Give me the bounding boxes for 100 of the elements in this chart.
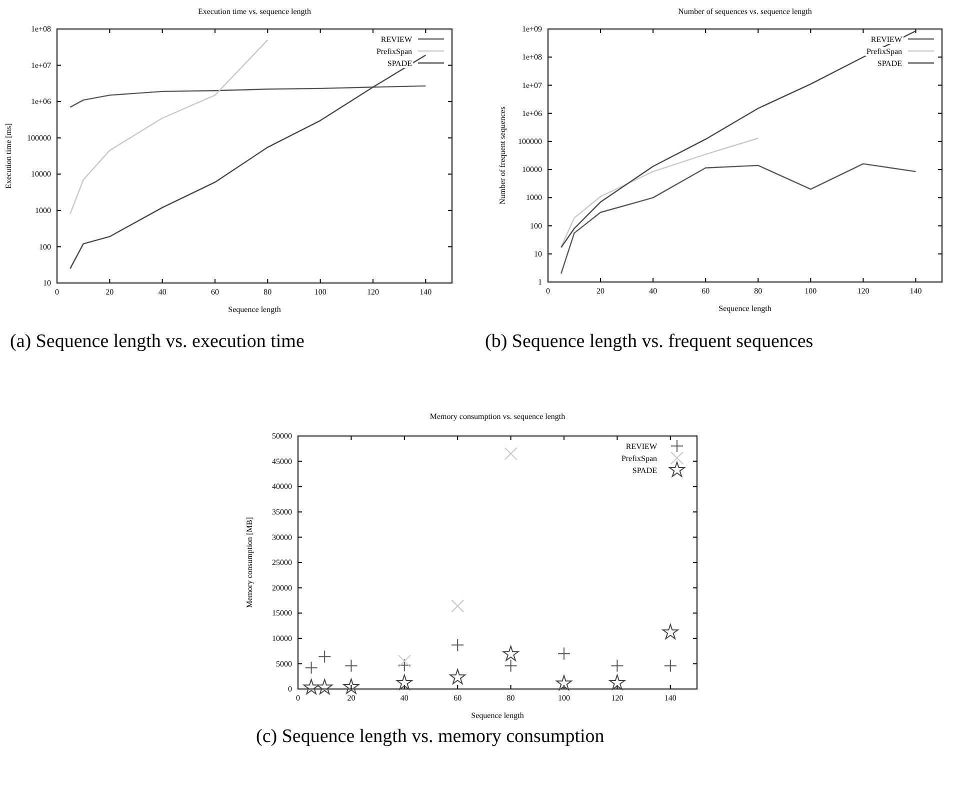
y-tick-label: 10 xyxy=(43,278,51,288)
x-tick-label: 60 xyxy=(702,286,710,296)
legend-label: REVIEW xyxy=(380,35,412,44)
x-tick-label: 120 xyxy=(367,288,379,297)
x-tick-label: 100 xyxy=(558,694,570,703)
text: (b) Sequence length vs. frequent sequences xyxy=(485,330,814,353)
point xyxy=(318,650,332,664)
point xyxy=(610,659,624,672)
point xyxy=(304,661,318,674)
x-axis-title: Sequence length xyxy=(718,304,772,313)
line-series xyxy=(70,39,268,215)
x-tick-label: 80 xyxy=(754,286,762,296)
point xyxy=(502,646,519,661)
legend-label: PrefixSpan xyxy=(376,47,412,56)
y-tick-label: 1e+08 xyxy=(522,52,542,62)
x-tick-label: 120 xyxy=(857,286,870,296)
y-tick-label: 10000 xyxy=(522,165,542,174)
y-tick-label: 30000 xyxy=(272,532,292,542)
x-tick-label: 0 xyxy=(55,288,59,297)
legend-label: REVIEW xyxy=(870,35,902,44)
x-tick-label: 40 xyxy=(649,286,658,296)
y-tick-label: 5000 xyxy=(276,659,292,668)
text: (a) Sequence length vs. execution time xyxy=(10,330,306,353)
y-tick-label: 20000 xyxy=(272,583,292,592)
point xyxy=(398,654,411,668)
x-tick-label: 60 xyxy=(454,694,462,703)
legend-label: PrefixSpan xyxy=(621,454,657,463)
x-tick-label: 100 xyxy=(314,288,326,297)
y-axis-title: Memory consumption [MB] xyxy=(245,516,254,608)
y-tick-label: 15000 xyxy=(272,608,292,618)
y-tick-label: 1e+08 xyxy=(30,24,51,34)
y-tick-label: 50000 xyxy=(272,432,292,441)
point xyxy=(558,647,570,660)
y-tick-label: 100000 xyxy=(27,133,51,142)
x-tick-label: 140 xyxy=(664,694,676,703)
line-series xyxy=(560,163,916,274)
y-tick-label: 10 xyxy=(534,249,542,258)
point xyxy=(303,679,320,694)
y-tick-label: 1000 xyxy=(526,193,542,202)
y-tick-label: 45000 xyxy=(272,456,292,466)
point xyxy=(343,678,360,694)
x-tick-label: 40 xyxy=(158,288,166,297)
y-tick-label: 1 xyxy=(538,278,542,287)
y-tick-label: 100 xyxy=(39,242,51,252)
x-tick-label: 120 xyxy=(611,694,624,703)
y-axis-title: Execution time [ms] xyxy=(4,123,13,189)
x-tick-label: 140 xyxy=(910,286,922,296)
y-tick-label: 1e+07 xyxy=(522,80,542,90)
x-tick-label: 140 xyxy=(420,288,432,297)
legend-label: SPADE xyxy=(387,59,412,68)
point xyxy=(504,659,518,672)
point xyxy=(504,447,518,460)
y-tick-label: 40000 xyxy=(272,482,292,492)
x-tick-label: 60 xyxy=(211,288,219,297)
point xyxy=(396,674,412,690)
x-tick-label: 20 xyxy=(106,288,114,297)
point xyxy=(451,638,464,652)
x-tick-label: 20 xyxy=(347,694,356,703)
point xyxy=(556,675,572,690)
point xyxy=(344,659,358,672)
y-tick-label: 1e+06 xyxy=(30,97,51,106)
chart-title: Number of sequences vs. sequence length xyxy=(678,7,812,16)
legend-label: PrefixSpan xyxy=(866,47,902,56)
legend-label: REVIEW xyxy=(626,442,658,451)
line-series xyxy=(70,85,426,108)
point xyxy=(398,658,411,672)
y-tick-label: 10000 xyxy=(31,170,51,179)
point xyxy=(609,674,626,690)
x-tick-label: 0 xyxy=(296,694,300,703)
point xyxy=(664,659,677,672)
line-series xyxy=(560,30,916,248)
line-series xyxy=(70,54,426,270)
x-tick-label: 100 xyxy=(804,286,817,296)
y-tick-label: 25000 xyxy=(272,558,292,568)
y-tick-label: 100 xyxy=(530,221,542,230)
chart-title: Memory consumption vs. sequence length xyxy=(430,412,566,421)
x-tick-label: 20 xyxy=(596,286,605,296)
y-tick-label: 1e+06 xyxy=(522,108,542,118)
y-tick-label: 1e+07 xyxy=(30,60,51,70)
x-tick-label: 0 xyxy=(546,286,550,296)
x-axis-title: Sequence length xyxy=(471,711,524,720)
point xyxy=(450,668,466,684)
point xyxy=(451,600,464,613)
y-tick-label: 10000 xyxy=(272,634,292,643)
point xyxy=(316,679,333,694)
x-axis-title: Sequence length xyxy=(228,305,281,314)
y-tick-label: 35000 xyxy=(272,507,292,516)
y-axis-title: Number of frequent sequences xyxy=(498,106,507,204)
y-tick-label: 1e+09 xyxy=(522,24,542,34)
chart-title: Execution time vs. sequence length xyxy=(198,7,312,16)
legend-label: SPADE xyxy=(877,59,902,68)
y-tick-label: 100000 xyxy=(518,137,542,146)
x-tick-label: 80 xyxy=(264,288,272,297)
legend-label: SPADE xyxy=(632,466,658,475)
line-series xyxy=(560,138,759,248)
text: (c) Sequence length vs. memory consumption xyxy=(256,725,606,748)
y-tick-label: 1000 xyxy=(35,206,51,215)
point xyxy=(662,624,678,640)
x-tick-label: 80 xyxy=(506,694,515,703)
x-tick-label: 40 xyxy=(400,694,408,703)
